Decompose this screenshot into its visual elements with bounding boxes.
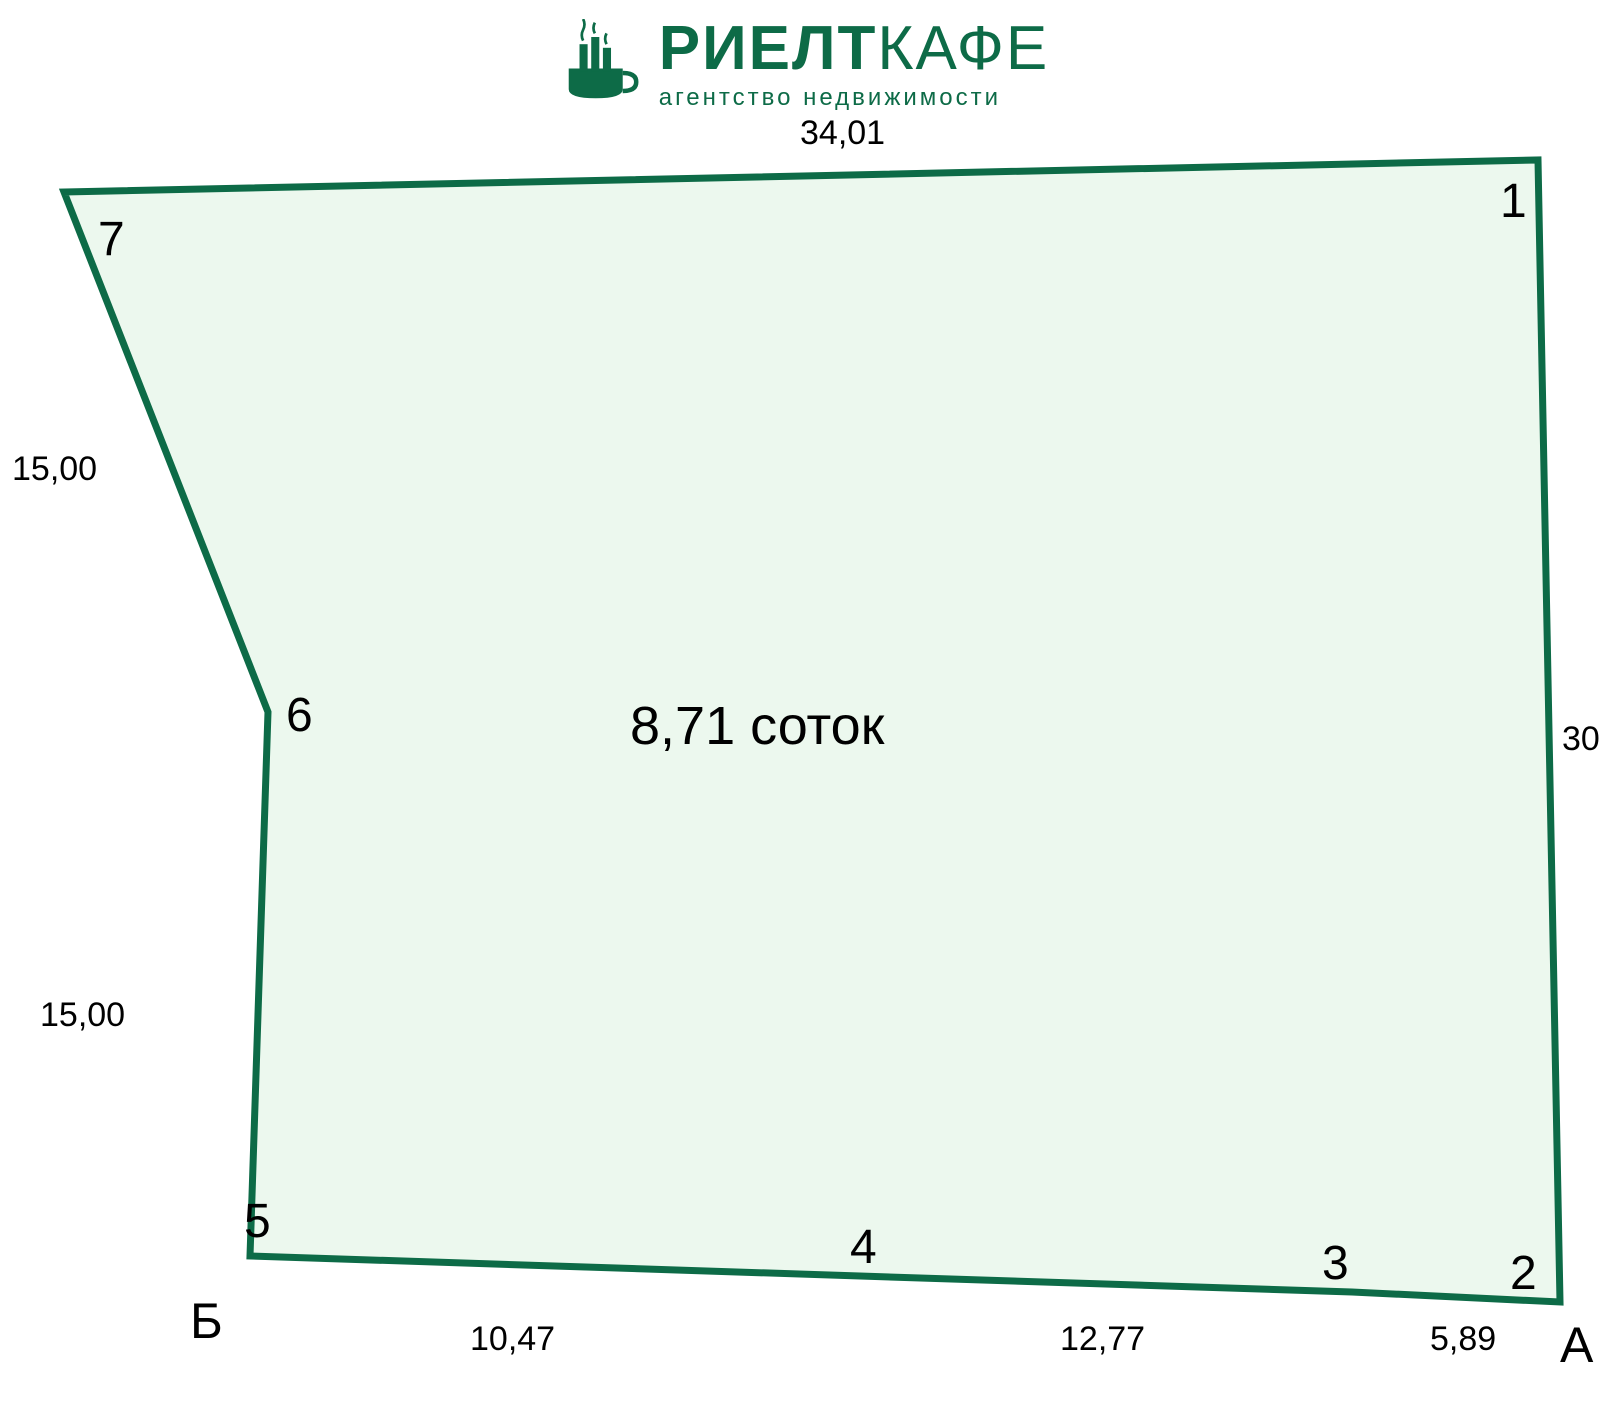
brand-header: РИЕЛТКАФЕ агентство недвижимости	[551, 18, 1050, 110]
vertex-label-2: 2	[1510, 1246, 1537, 1301]
brand-title: РИЕЛТКАФЕ	[659, 18, 1050, 80]
vertex-label-3: 3	[1322, 1236, 1349, 1291]
plot-svg	[0, 120, 1600, 1428]
endpoint-label-А: А	[1560, 1316, 1593, 1374]
edge-label-3: 12,77	[1060, 1320, 1145, 1359]
edge-label-0: 34,01	[800, 114, 885, 153]
brand-logo-icon	[551, 19, 641, 109]
brand-text: РИЕЛТКАФЕ агентство недвижимости	[659, 18, 1050, 110]
vertex-label-1: 1	[1500, 174, 1527, 229]
edge-label-5: 15,00	[40, 996, 125, 1035]
area-label: 8,71 соток	[630, 695, 884, 757]
brand-title-thin: КАФЕ	[877, 14, 1049, 83]
edge-label-4: 10,47	[470, 1320, 555, 1359]
endpoint-label-Б: Б	[190, 1292, 223, 1350]
brand-title-bold: РИЕЛТ	[659, 14, 878, 83]
vertex-label-4: 4	[850, 1220, 877, 1275]
edge-label-2: 5,89	[1430, 1320, 1496, 1359]
vertex-label-5: 5	[244, 1194, 271, 1249]
plot-container: 8,71 соток123456734,0130,005,8912,7710,4…	[0, 120, 1600, 1428]
brand-subtitle: агентство недвижимости	[659, 86, 1050, 110]
edge-label-1: 30,00	[1562, 720, 1600, 759]
edge-label-6: 15,00	[12, 450, 97, 489]
vertex-label-6: 6	[286, 688, 313, 743]
vertex-label-7: 7	[98, 212, 125, 267]
